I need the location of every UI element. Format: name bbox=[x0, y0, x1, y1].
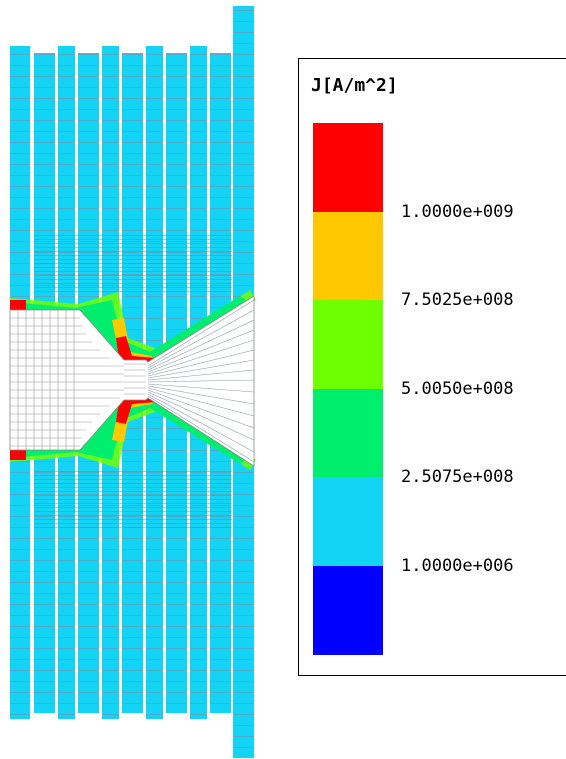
legend-swatch-4 bbox=[313, 388, 383, 478]
legend-tick-label: 7.5025e+008 bbox=[401, 290, 514, 310]
legend-title: J[A/m^2] bbox=[311, 75, 398, 96]
legend-tick-label: 5.0050e+008 bbox=[401, 378, 514, 399]
conductor-mesh bbox=[9, 295, 255, 467]
current-density-plot bbox=[9, 6, 256, 758]
legend-tick-label: 1.0000e+009 bbox=[401, 201, 514, 222]
legend-swatch-6 bbox=[313, 565, 383, 655]
legend-swatch-5 bbox=[313, 477, 383, 566]
dense-mesh-bands bbox=[34, 233, 232, 530]
legend-tick-label: 2.5075e+008 bbox=[401, 467, 514, 487]
color-legend: J[A/m^2] 1.0000e+009 7.5025e+008 5.0050e+0… bbox=[298, 58, 566, 676]
legend-swatch-2 bbox=[313, 211, 383, 301]
legend-tick-label: 1.0000e+006 bbox=[401, 555, 514, 576]
legend-swatch-3 bbox=[313, 300, 383, 389]
legend-swatch-1 bbox=[313, 123, 383, 212]
